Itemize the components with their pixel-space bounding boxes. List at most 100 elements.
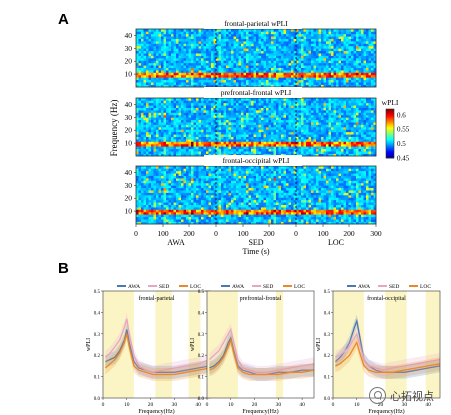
heatmap-cell: [366, 131, 369, 135]
heatmap-cell: [331, 146, 334, 150]
heatmap-cell: [271, 105, 274, 108]
heatmap-cell: [301, 36, 304, 39]
heatmap-cell: [373, 82, 377, 85]
heatmap-cell: [228, 124, 232, 128]
heatmap-cell: [313, 221, 317, 225]
heatmap-cell: [213, 216, 217, 220]
heatmap-cell: [363, 38, 367, 42]
heatmap-cell: [318, 36, 322, 39]
heatmap-cell: [338, 119, 342, 123]
heatmap-cell: [241, 105, 244, 108]
heatmap-cell: [211, 31, 214, 35]
heatmap-cell: [351, 50, 354, 54]
heatmap-cell: [153, 139, 157, 142]
heatmap-cell: [203, 114, 207, 118]
heatmap-cell: [316, 45, 319, 49]
heatmap-cell: [338, 124, 342, 128]
heatmap-cell: [373, 62, 377, 66]
heatmap-cell: [331, 134, 334, 137]
heatmap-cell: [321, 58, 324, 61]
heatmap-cell: [298, 214, 302, 218]
heatmap-cell: [318, 45, 322, 49]
heatmap-cell: [178, 136, 182, 140]
heatmap-cell: [158, 77, 162, 81]
heatmap-cell: [266, 143, 269, 147]
heatmap-cell: [293, 148, 297, 152]
heatmap-cell: [228, 62, 232, 66]
heatmap-cell: [178, 129, 182, 133]
heatmap-cell: [311, 41, 314, 44]
heatmap-cell: [168, 77, 172, 81]
heatmap-cell: [276, 100, 279, 104]
heatmap-cell: [286, 102, 289, 106]
heatmap-cell: [261, 124, 264, 128]
heatmap-cell: [201, 117, 204, 121]
heatmap-cell: [346, 146, 349, 150]
heatmap-cell: [178, 151, 182, 154]
heatmap-cell: [231, 139, 234, 142]
heatmap-cell: [161, 36, 164, 39]
heatmap-cell: [168, 31, 172, 35]
heatmap-cell: [311, 153, 314, 157]
heatmap-cell: [316, 112, 319, 116]
heatmap-cell: [143, 50, 147, 54]
heatmap-cell: [198, 45, 202, 49]
heatmap-cell: [216, 214, 219, 218]
heatmap-cell: [326, 143, 329, 147]
heatmap-cell: [141, 84, 144, 88]
heatmap-cell: [328, 119, 332, 123]
heatmap-cell: [238, 127, 242, 130]
heatmap-cell: [188, 55, 192, 59]
heatmap-cell: [291, 219, 294, 222]
heatmap-cell: [321, 114, 324, 118]
heatmap-cell: [273, 122, 277, 125]
heatmap-cell: [356, 33, 359, 37]
heatmap-cell: [161, 112, 164, 116]
heatmap-cell: [311, 146, 314, 150]
heatmap-cell: [266, 112, 269, 116]
heatmap-cell: [363, 65, 367, 68]
heatmap-cell: [136, 136, 139, 140]
heatmap-cell: [341, 134, 344, 137]
heatmap-cell: [141, 148, 144, 152]
heatmap-cell: [326, 102, 329, 106]
heatmap-cell: [278, 102, 282, 106]
heatmap-cell: [286, 84, 289, 88]
heatmap-cell: [313, 139, 317, 142]
heatmap-cell: [176, 55, 179, 59]
heatmap-cell: [281, 124, 284, 128]
heatmap-cell: [358, 77, 362, 81]
heatmap-cell: [368, 70, 372, 73]
heatmap-cell: [203, 219, 207, 222]
heatmap-cell: [241, 131, 244, 135]
heatmap-cell: [183, 122, 187, 125]
heatmap-cell: [206, 122, 209, 125]
heatmap-cell: [363, 29, 367, 32]
heatmap-cell: [336, 84, 339, 88]
heatmap-cell: [353, 127, 357, 130]
heatmap-cell: [198, 55, 202, 59]
heatmap-cell: [258, 127, 262, 130]
heatmap-cell: [328, 43, 332, 47]
heatmap-cell: [146, 33, 149, 37]
heatmap-cell: [166, 77, 169, 81]
heatmap-cell: [323, 45, 327, 49]
heatmap-cell: [226, 58, 229, 61]
heatmap-cell: [341, 105, 344, 108]
heatmap-cell: [256, 153, 259, 157]
heatmap-cell: [366, 62, 369, 66]
heatmap-cell: [243, 102, 247, 106]
heatmap-cell: [141, 36, 144, 39]
heatmap-cell: [238, 105, 242, 108]
heatmap-cell: [343, 62, 347, 66]
heatmap-cell: [256, 102, 259, 106]
heatmap-cell: [148, 219, 152, 222]
heatmap-cell: [361, 102, 364, 106]
heatmap-cell: [246, 50, 249, 54]
heatmap-cell: [341, 129, 344, 133]
heatmap-cell: [171, 127, 174, 130]
heatmap-cell: [191, 67, 194, 71]
heatmap-cell: [201, 100, 204, 104]
heatmap-cell: [183, 33, 187, 37]
heatmap-cell: [168, 151, 172, 154]
